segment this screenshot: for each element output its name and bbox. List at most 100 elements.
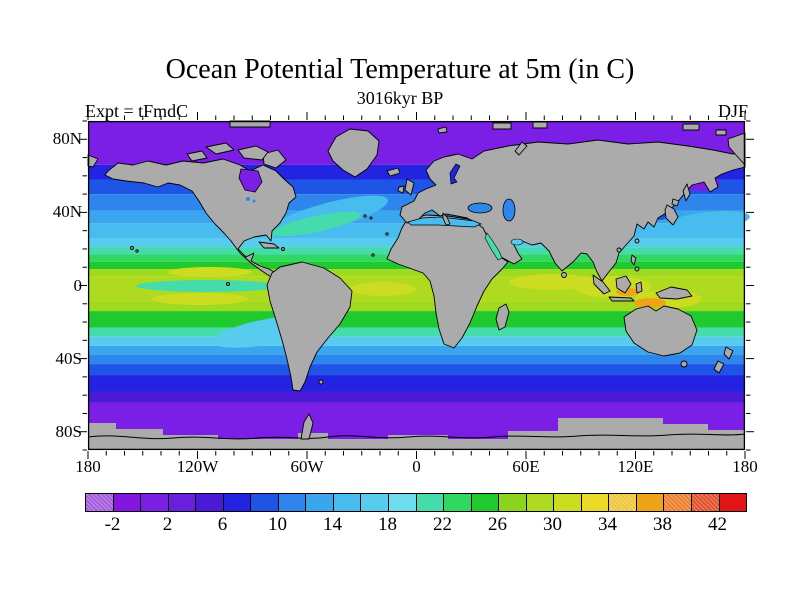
lat-tick-label: 0	[73, 275, 83, 295]
colorbar-tick-label: 10	[268, 514, 287, 535]
azores-2	[369, 216, 373, 220]
ocean-band	[88, 336, 745, 346]
colorbar-cell	[141, 494, 169, 511]
falklands	[318, 379, 324, 385]
ocean-band	[88, 327, 745, 337]
antarctic-ice-shelf	[88, 418, 745, 450]
south-america	[266, 261, 353, 392]
colorbar-tick-label: 38	[653, 514, 672, 535]
colorbar-cell	[471, 494, 500, 511]
colorbar-cell	[444, 494, 472, 511]
sulawesi	[635, 281, 643, 294]
wrangel-island	[715, 129, 727, 136]
lon-tick-label: 180	[75, 457, 101, 476]
baffin-island	[262, 149, 287, 169]
colorbar-cell	[499, 494, 527, 511]
azores-1	[363, 214, 367, 218]
season-label: DJF	[717, 101, 748, 121]
britain	[404, 178, 415, 196]
japan	[664, 204, 679, 226]
colorbar-cell	[636, 494, 665, 511]
red-sea	[484, 232, 503, 261]
chukotka-corner	[727, 132, 746, 166]
colorbar-cell	[526, 494, 555, 511]
colorbar-tick-label: 30	[543, 514, 562, 535]
new-zealand-south	[713, 360, 725, 374]
colorbar-cell	[554, 494, 582, 511]
hawaii-2	[135, 249, 139, 253]
ocean-feature	[350, 282, 416, 296]
hispaniola	[281, 247, 285, 251]
great-lakes-2	[252, 199, 256, 203]
experiment-label: Expt = tFmdC	[85, 101, 189, 121]
colorbar-cell	[664, 494, 693, 511]
madagascar	[495, 303, 510, 331]
italy	[442, 212, 451, 226]
arctic-archipelago-3	[186, 150, 208, 162]
colorbar	[85, 493, 747, 512]
colorbar-cell	[361, 494, 390, 511]
colorbar-tick-label: 6	[217, 514, 228, 535]
chart-subtitle: 3016kyr BP	[356, 88, 444, 108]
persian-gulf	[510, 238, 524, 246]
lat-tick-label: 40S	[55, 348, 82, 368]
canary-islands	[385, 232, 389, 236]
sakhalin	[682, 183, 691, 202]
lon-tick-label: 0	[412, 457, 421, 476]
ocean-feature	[666, 211, 750, 231]
colorbar-cell	[306, 494, 334, 511]
lon-tick-label: 60W	[290, 457, 324, 476]
ocean-feature	[152, 293, 248, 305]
ocean-feature	[634, 298, 666, 308]
colorbar-cell	[692, 494, 720, 511]
mindanao	[634, 266, 640, 272]
arctic-archipelago-2	[205, 142, 235, 155]
colorbar-cell	[251, 494, 279, 511]
lon-tick-label: 180	[732, 457, 758, 476]
inland-seas	[238, 163, 524, 261]
ocean-band	[88, 391, 745, 403]
ocean-feature	[271, 211, 361, 237]
borneo	[615, 275, 632, 294]
ocean-feature	[509, 274, 597, 290]
colorbar-cell	[86, 494, 114, 511]
colorbar-cell	[333, 494, 362, 511]
colorbar-cell	[278, 494, 307, 511]
lon-tick-label: 120W	[176, 457, 219, 476]
ocean-band	[88, 269, 745, 277]
hokkaido	[671, 198, 680, 207]
arctic-island-sliver	[532, 121, 548, 129]
ocean-band	[88, 354, 745, 365]
colorbar-cell	[416, 494, 445, 511]
sri-lanka	[561, 272, 567, 278]
ocean-band	[88, 364, 745, 376]
colorbar-tick-label: -2	[104, 514, 121, 535]
caspian-sea	[502, 198, 516, 222]
new-guinea	[655, 286, 693, 300]
axis-tick-marks	[79, 112, 754, 459]
baltic-sea	[449, 163, 461, 185]
ocean-feature	[168, 267, 252, 277]
colorbar-cell	[389, 494, 417, 511]
colorbar-cell	[113, 494, 142, 511]
colorbar-tick-label: 14	[323, 514, 342, 535]
antarctic-coastline	[87, 433, 746, 440]
lon-tick-label: 120E	[617, 457, 654, 476]
taiwan	[634, 238, 640, 244]
hawaii-1	[130, 246, 134, 250]
colorbar-cell	[223, 494, 252, 511]
black-sea	[467, 202, 493, 214]
greenland	[327, 128, 380, 178]
sumatra	[592, 274, 611, 295]
colorbar-tick-label: 34	[598, 514, 617, 535]
antarctic-peninsula	[300, 413, 314, 440]
cuba	[258, 241, 280, 249]
lat-tick-label: 80S	[55, 421, 82, 441]
hainan	[616, 247, 622, 253]
chart-title: Ocean Potential Temperature at 5m (in C)	[165, 54, 635, 85]
new-siberian-islands	[682, 123, 700, 131]
colorbar-tick-label: 18	[378, 514, 397, 535]
colorbar-cell	[196, 494, 224, 511]
cape-verde	[371, 253, 375, 257]
